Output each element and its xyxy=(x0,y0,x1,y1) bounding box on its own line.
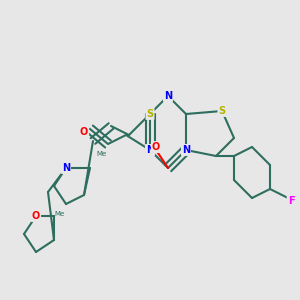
Text: S: S xyxy=(218,106,226,116)
Text: N: N xyxy=(164,91,172,101)
Text: N: N xyxy=(62,163,70,173)
Text: O: O xyxy=(32,211,40,221)
Text: O: O xyxy=(80,127,88,137)
Text: Me: Me xyxy=(54,211,64,217)
Text: F: F xyxy=(288,196,294,206)
Text: O: O xyxy=(152,142,160,152)
Text: N: N xyxy=(182,145,190,155)
Text: Me: Me xyxy=(96,151,106,157)
Text: S: S xyxy=(146,109,154,119)
Text: N: N xyxy=(146,145,154,155)
